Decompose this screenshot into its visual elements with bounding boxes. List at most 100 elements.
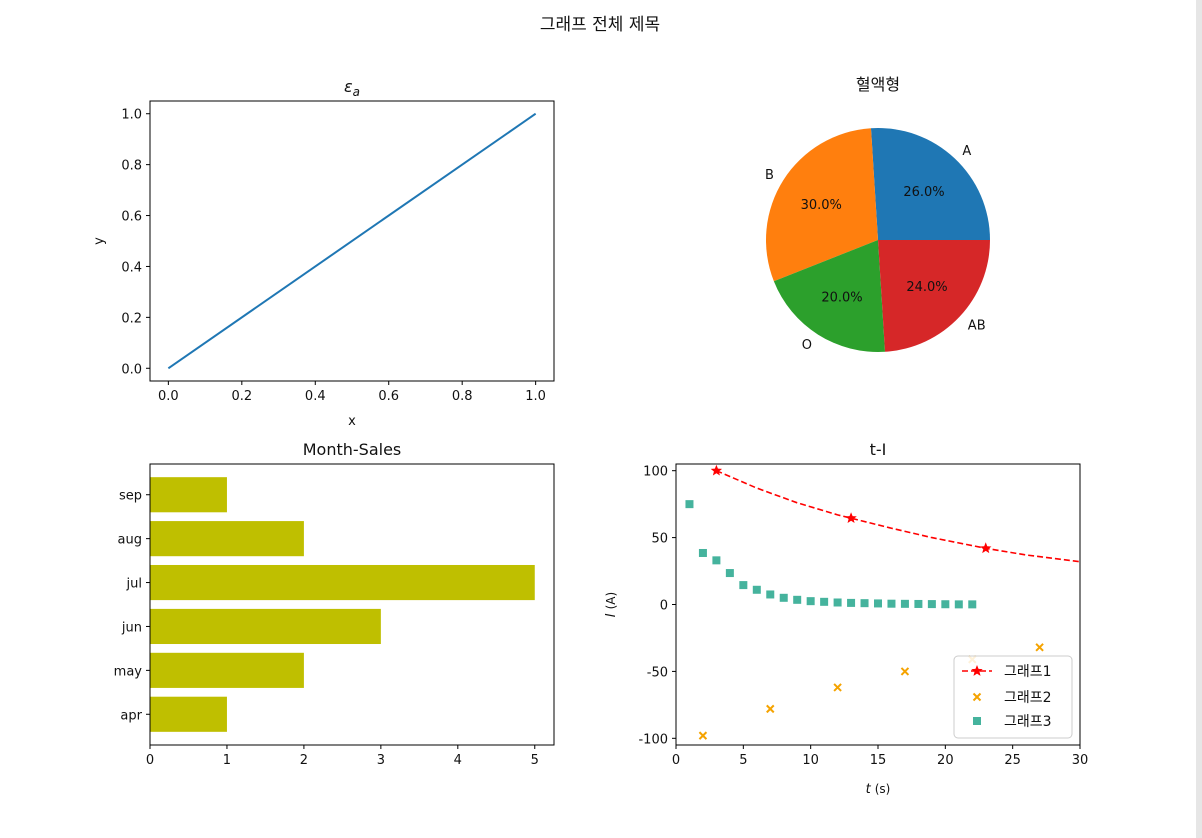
bar-aug bbox=[150, 521, 304, 557]
series1-star-point bbox=[980, 542, 992, 554]
category-label: jul bbox=[126, 577, 142, 592]
category-label: apr bbox=[120, 708, 142, 723]
x-tick-label: 30 bbox=[1072, 753, 1089, 768]
series1-star-point bbox=[845, 512, 857, 524]
y-tick-label: 50 bbox=[651, 532, 668, 547]
y-tick-label: 0.0 bbox=[121, 362, 142, 377]
x-axis-label: x bbox=[348, 414, 356, 429]
pie-pct-label: 24.0% bbox=[906, 280, 947, 295]
series2-x-point bbox=[900, 667, 910, 676]
category-label: jun bbox=[121, 620, 142, 635]
bar-jul bbox=[150, 564, 535, 601]
category-label: sep bbox=[119, 489, 142, 504]
y-axis-unit: (A) bbox=[604, 592, 618, 610]
line-chart-panel: εa 0.0 0.2 0.4 0.6 0.8 1.0 0.0 0.2 0.4 0.6 0.8 1.0 x… bbox=[92, 77, 555, 429]
ti-plot-area bbox=[685, 464, 1080, 740]
x-tick-label: 0.4 bbox=[305, 389, 326, 404]
y-tick-label: 0.8 bbox=[121, 159, 142, 174]
line-chart-title-symbol: ε bbox=[344, 77, 353, 96]
series3-square-point bbox=[766, 590, 775, 599]
series3-square-point bbox=[847, 598, 856, 607]
legend-label: 그래프3 bbox=[1004, 714, 1052, 730]
series1-star-point bbox=[710, 464, 723, 476]
x-tick-label: 1.0 bbox=[525, 389, 546, 404]
y-tick-label: -100 bbox=[638, 732, 668, 747]
bar-sep bbox=[150, 477, 227, 513]
x-tick-label: 20 bbox=[937, 753, 954, 768]
y-tick-label: 1.0 bbox=[121, 108, 142, 123]
legend-box bbox=[953, 655, 1073, 739]
y-tick-label: 100 bbox=[643, 465, 668, 480]
series2-x-point bbox=[766, 704, 775, 714]
x-tick-label: 0.8 bbox=[452, 389, 473, 404]
pie-slice-b bbox=[766, 128, 878, 282]
ti-chart-panel: t-I 0 5 10 15 20 25 30 100 50 0 -50 -100 t (s) I (A) 그래프… bbox=[604, 440, 1088, 797]
x-tick-label: 0.2 bbox=[231, 389, 252, 404]
bar-chart-panel: Month-Sales apr may jun jul aug sep 0 1 2 3 4 5 bbox=[114, 440, 555, 768]
legend-label: 그래프2 bbox=[1004, 690, 1052, 706]
window-edge bbox=[1196, 0, 1202, 838]
series3-square-point bbox=[887, 599, 896, 608]
series3-square-point bbox=[860, 599, 869, 608]
y-axis-symbol: I bbox=[604, 613, 619, 617]
category-label: aug bbox=[118, 533, 142, 548]
series3-square-point bbox=[874, 599, 882, 608]
pie-slice-a bbox=[870, 127, 990, 240]
x-tick-label: 0 bbox=[672, 753, 680, 768]
figure-suptitle: 그래프 전체 제목 bbox=[540, 15, 660, 35]
series3-square-point bbox=[900, 599, 909, 608]
line-series bbox=[167, 112, 537, 370]
pie-pct-label: 26.0% bbox=[903, 185, 944, 200]
line-chart-frame bbox=[149, 100, 555, 382]
x-tick-label: 5 bbox=[531, 753, 539, 768]
pie-category-label: B bbox=[765, 168, 774, 183]
legend-series3-marker bbox=[973, 717, 981, 725]
series3-square-point bbox=[833, 598, 842, 607]
x-tick-label: 1 bbox=[223, 753, 231, 768]
series3-square-point bbox=[820, 597, 829, 606]
series3-square-point bbox=[725, 569, 734, 578]
series3-square-point bbox=[914, 599, 923, 608]
x-axis-label: t (s) bbox=[866, 782, 891, 797]
y-tick-label: 0.6 bbox=[121, 210, 142, 225]
x-tick-label: 3 bbox=[377, 753, 385, 768]
y-tick-label: 0.2 bbox=[121, 311, 142, 326]
x-tick-label: 4 bbox=[454, 753, 462, 768]
x-axis-symbol: t bbox=[866, 782, 872, 797]
series2-x-point bbox=[833, 683, 842, 692]
series3-square-point bbox=[698, 548, 707, 557]
series3-square-point bbox=[739, 581, 748, 590]
series3-square-point bbox=[685, 500, 694, 509]
bar-jun bbox=[150, 608, 381, 645]
y-tick-label: 0.4 bbox=[121, 260, 142, 275]
series2-x-point bbox=[698, 731, 708, 740]
ti-legend: 그래프1 그래프2 그래프3 bbox=[953, 655, 1073, 739]
y-axis-label: I (A) bbox=[604, 592, 619, 617]
line-chart-title: εa bbox=[344, 77, 360, 99]
bar-may bbox=[150, 652, 304, 688]
series3-square-point bbox=[968, 600, 977, 609]
bar-chart-title: Month-Sales bbox=[303, 440, 402, 459]
pie-category-label: AB bbox=[968, 318, 986, 333]
ti-chart-title: t-I bbox=[870, 440, 887, 459]
x-tick-label: 0.0 bbox=[158, 389, 179, 404]
x-tick-label: 0 bbox=[146, 753, 154, 768]
y-tick-label: -50 bbox=[647, 665, 668, 680]
series3-square-point bbox=[954, 600, 963, 609]
series3-square-point bbox=[793, 595, 802, 604]
x-axis-unit: (s) bbox=[875, 782, 891, 796]
pie-pct-label: 30.0% bbox=[801, 198, 842, 213]
x-tick-label: 2 bbox=[300, 753, 308, 768]
series3-square-point bbox=[779, 593, 788, 602]
series2-x-point bbox=[1035, 643, 1044, 652]
series3-square-point bbox=[927, 600, 936, 609]
series3-square-point bbox=[941, 600, 950, 609]
category-label: may bbox=[114, 664, 143, 679]
bar-chart-frame bbox=[149, 463, 555, 746]
bar-apr bbox=[150, 696, 227, 732]
series1-line bbox=[716, 469, 1080, 563]
x-tick-label: 15 bbox=[870, 753, 887, 768]
series3-square-point bbox=[752, 585, 761, 594]
pie-chart-panel: 혈액형 26.0% A 30.0% B 20.0% O 24.0% AB bbox=[765, 75, 990, 353]
x-tick-label: 10 bbox=[802, 753, 819, 768]
